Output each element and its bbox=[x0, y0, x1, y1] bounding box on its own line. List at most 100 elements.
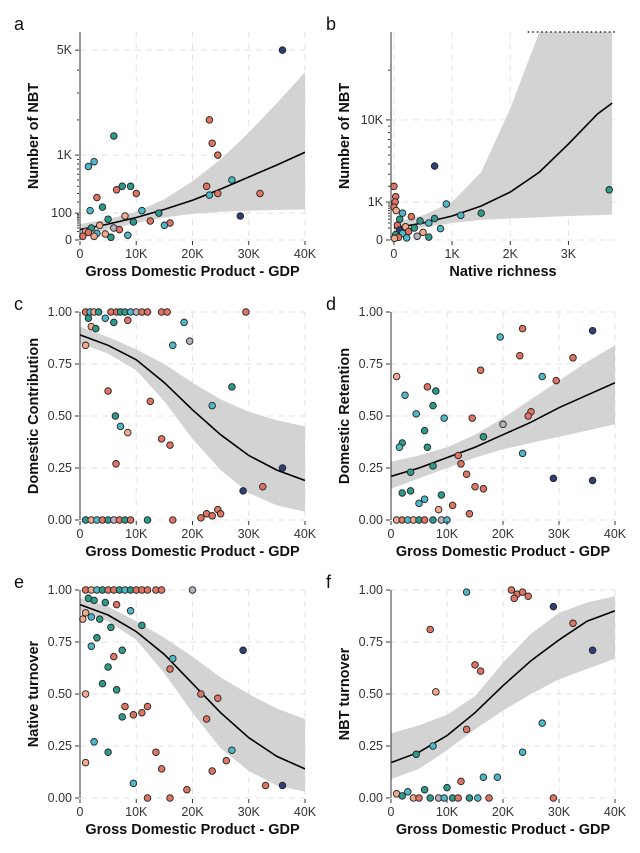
data-point bbox=[104, 748, 112, 756]
data-point bbox=[152, 748, 160, 756]
confidence-band bbox=[80, 72, 305, 236]
data-point bbox=[390, 234, 399, 243]
data-point bbox=[471, 661, 479, 669]
x-tick-label: 30K bbox=[548, 527, 571, 541]
data-point bbox=[208, 512, 216, 520]
data-point bbox=[118, 182, 126, 191]
data-point bbox=[124, 316, 132, 325]
data-point bbox=[81, 690, 90, 698]
x-axis-title: Gross Domestic Product - GDP bbox=[396, 822, 611, 838]
data-point bbox=[81, 758, 90, 767]
data-point bbox=[471, 482, 479, 491]
panel-letter: a bbox=[14, 14, 25, 34]
data-point bbox=[126, 607, 135, 615]
data-point bbox=[457, 211, 465, 220]
y-tick-label: 1.00 bbox=[359, 583, 383, 597]
data-point bbox=[84, 162, 93, 171]
data-point bbox=[443, 783, 451, 792]
data-point bbox=[398, 209, 407, 217]
confidence-band bbox=[393, 32, 613, 233]
fit-line bbox=[80, 151, 305, 231]
data-point bbox=[202, 715, 211, 723]
data-point bbox=[104, 387, 112, 395]
data-point bbox=[432, 387, 440, 395]
data-point bbox=[214, 694, 222, 702]
data-point bbox=[425, 233, 433, 241]
x-tick-label: 40K bbox=[294, 247, 317, 261]
data-point bbox=[129, 711, 138, 719]
data-point bbox=[457, 460, 465, 468]
y-tick-label: 0.50 bbox=[48, 409, 72, 423]
confidence-band bbox=[80, 598, 305, 792]
data-point bbox=[197, 690, 205, 698]
data-point bbox=[392, 372, 401, 381]
data-point bbox=[169, 654, 177, 663]
y-tick-label: 0.50 bbox=[48, 687, 72, 701]
x-axis-title: Gross Domestic Product - GDP bbox=[85, 264, 300, 280]
data-point bbox=[116, 422, 125, 431]
data-point bbox=[126, 516, 135, 524]
data-point bbox=[138, 621, 146, 630]
data-point bbox=[112, 186, 121, 194]
data-point bbox=[236, 212, 245, 220]
panel-c: 0 10K 20K 30K 40K 0.00 0.25 0.50 0.75 1.00 Gross D… bbox=[14, 294, 317, 560]
panel-letter: f bbox=[326, 572, 332, 592]
x-tick-label: 10K bbox=[436, 527, 459, 541]
data-point bbox=[112, 686, 121, 694]
y-tick-label: 0.25 bbox=[48, 461, 72, 475]
data-point bbox=[468, 414, 476, 422]
data-point bbox=[84, 228, 93, 237]
data-point bbox=[479, 433, 488, 441]
x-tick-label: 40K bbox=[604, 527, 627, 541]
data-point bbox=[121, 212, 129, 220]
data-point bbox=[146, 217, 155, 225]
data-point bbox=[169, 341, 177, 350]
data-point bbox=[126, 182, 135, 191]
x-tick-label: 10K bbox=[125, 805, 148, 819]
data-point bbox=[110, 132, 118, 140]
y-axis-title: Domestic Retention bbox=[337, 348, 353, 484]
data-point bbox=[242, 308, 250, 316]
data-point bbox=[401, 391, 409, 399]
x-axis-title: Gross Domestic Product - GDP bbox=[85, 822, 300, 838]
y-axis-title: Number of NBT bbox=[337, 83, 353, 189]
data-point bbox=[197, 514, 205, 522]
data-point bbox=[538, 719, 546, 727]
data-point bbox=[163, 308, 171, 316]
data-point bbox=[205, 191, 214, 199]
data-point bbox=[208, 767, 216, 775]
panel-letter: c bbox=[14, 294, 23, 314]
data-point bbox=[202, 182, 211, 191]
data-point bbox=[81, 609, 90, 617]
x-tick-label: 20K bbox=[492, 527, 515, 541]
data-point bbox=[423, 443, 432, 451]
y-tick-label: 0.75 bbox=[359, 635, 383, 649]
data-point bbox=[507, 586, 516, 594]
data-point bbox=[228, 746, 236, 754]
panel-letter: b bbox=[326, 14, 336, 34]
data-point bbox=[420, 785, 429, 794]
y-tick-label: 1.00 bbox=[48, 305, 72, 319]
x-tick-label: 0 bbox=[390, 247, 397, 261]
confidence-band bbox=[391, 596, 615, 780]
panel-f: 0 10K 20K 30K 40K 0.00 0.25 0.50 0.75 1.00 Gross D… bbox=[326, 572, 627, 838]
data-point bbox=[81, 341, 90, 350]
fit-line bbox=[80, 334, 305, 482]
y-axis-title: NBT turnover bbox=[337, 647, 353, 740]
data-point bbox=[87, 642, 96, 650]
data-point bbox=[166, 794, 174, 802]
y-axis-title: Number of NBT bbox=[26, 83, 42, 189]
data-point bbox=[228, 176, 236, 184]
x-axis-title: Gross Domestic Product - GDP bbox=[85, 544, 300, 560]
data-point bbox=[155, 209, 163, 217]
data-point bbox=[86, 206, 94, 215]
data-point bbox=[588, 476, 597, 485]
data-point bbox=[496, 333, 504, 341]
data-point bbox=[104, 663, 112, 671]
data-point bbox=[395, 215, 404, 223]
data-point bbox=[169, 516, 177, 524]
x-tick-label: 30K bbox=[548, 805, 571, 819]
x-tick-label: 20K bbox=[181, 247, 204, 261]
data-point bbox=[93, 193, 101, 202]
